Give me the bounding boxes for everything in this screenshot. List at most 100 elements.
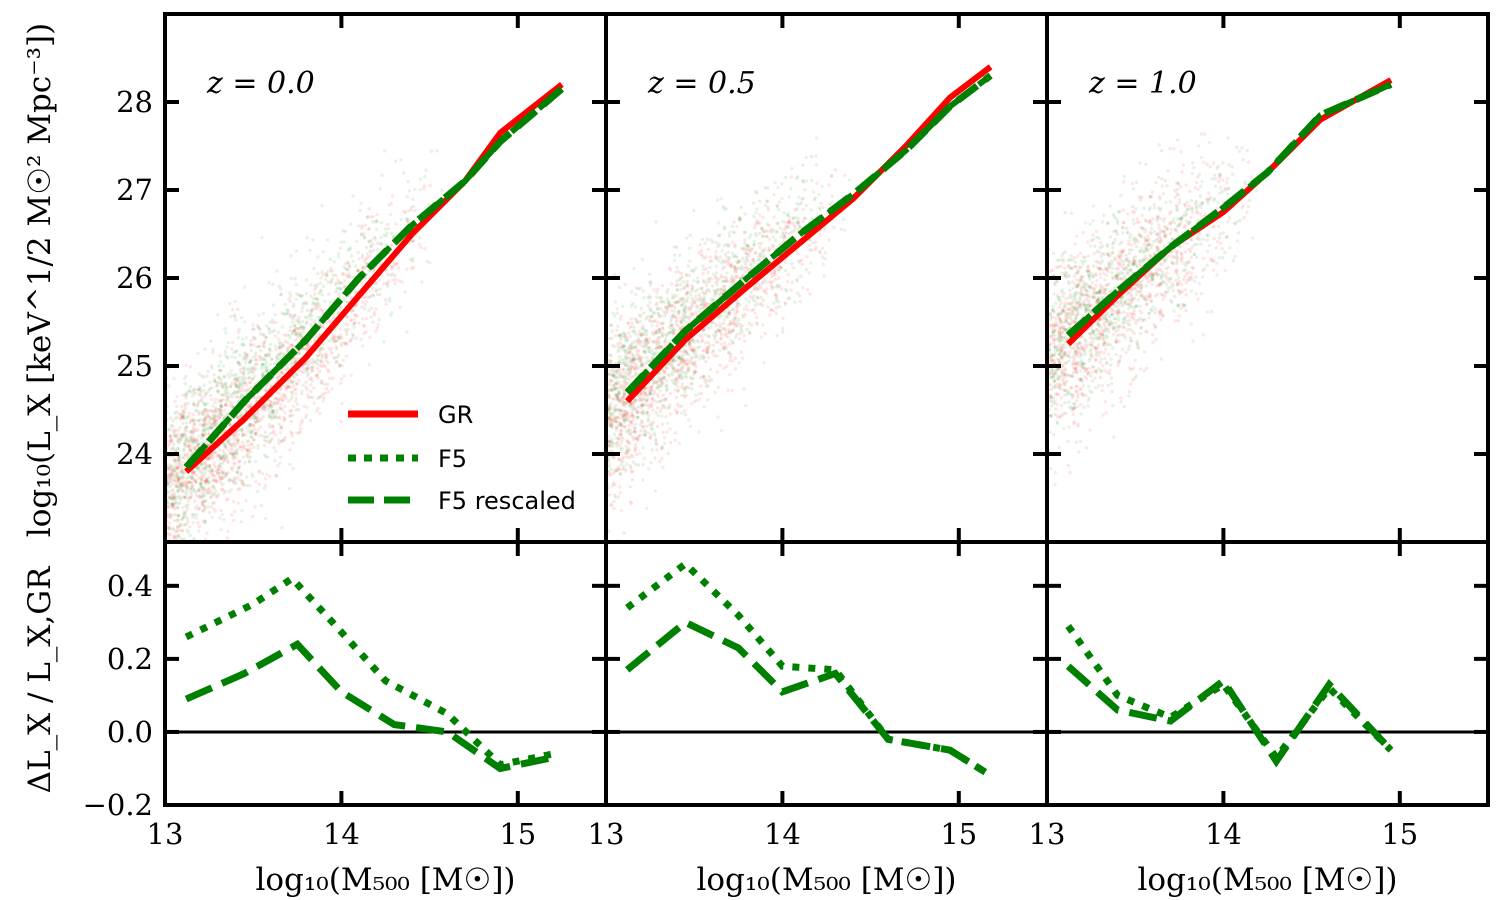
- scatter-point: [207, 464, 212, 469]
- scatter-point: [273, 458, 277, 463]
- scatter-point: [320, 356, 324, 360]
- scatter-point: [330, 387, 334, 391]
- scatter-point: [399, 158, 403, 162]
- scatter-point: [369, 250, 373, 255]
- scatter-point: [310, 365, 314, 369]
- scatter-point: [202, 422, 206, 427]
- scatter-point: [254, 420, 259, 424]
- scatter-point: [211, 479, 215, 483]
- scatter-point: [286, 385, 290, 390]
- scatter-point: [817, 249, 822, 254]
- scatter-point: [220, 476, 225, 481]
- scatter-point: [262, 406, 266, 410]
- scatter-point: [803, 216, 808, 221]
- scatter-point: [664, 306, 668, 310]
- scatter-point: [196, 388, 200, 392]
- scatter-point: [282, 438, 286, 442]
- scatter-point: [278, 344, 283, 349]
- scatter-point: [291, 413, 295, 417]
- scatter-point: [231, 479, 235, 483]
- scatter-point: [233, 356, 237, 360]
- scatter-point: [239, 473, 243, 477]
- scatter-point: [242, 373, 246, 377]
- scatter-point: [739, 328, 743, 332]
- scatter-point: [197, 372, 202, 376]
- scatter-point: [757, 199, 762, 204]
- scatter-point: [636, 438, 640, 443]
- scatter-point: [185, 485, 189, 490]
- scatter-point: [175, 437, 179, 441]
- scatter-point: [180, 435, 185, 439]
- scatter-point: [616, 342, 620, 346]
- scatter-point: [233, 451, 237, 456]
- scatter-point: [362, 331, 366, 336]
- scatter-point: [170, 505, 174, 509]
- scatter-point: [630, 360, 635, 364]
- scatter-point: [731, 319, 736, 323]
- scatter-point: [667, 266, 672, 270]
- scatter-point: [717, 277, 721, 281]
- scatter-point: [336, 335, 340, 339]
- scatter-point: [222, 441, 226, 446]
- scatter-point: [699, 302, 704, 306]
- scatter-point: [614, 495, 618, 499]
- scatter-point: [801, 163, 805, 167]
- scatter-point: [166, 483, 170, 487]
- scatter-point: [315, 362, 320, 366]
- scatter-point: [223, 475, 228, 479]
- scatter-point: [220, 457, 224, 461]
- scatter-point: [351, 322, 356, 327]
- scatter-point: [282, 395, 286, 399]
- scatter-point: [215, 479, 219, 483]
- scatter-point: [754, 315, 759, 320]
- scatter-point: [184, 396, 188, 400]
- scatter-point: [374, 227, 379, 232]
- scatter-point: [629, 420, 633, 424]
- scatter-point: [721, 279, 725, 283]
- scatter-point: [181, 517, 185, 521]
- scatter-point: [220, 476, 224, 481]
- scatter-point: [278, 455, 283, 459]
- scatter-point: [345, 268, 349, 272]
- scatter-point: [355, 314, 360, 318]
- scatter-point: [275, 269, 279, 273]
- scatter-point: [189, 385, 193, 389]
- scatter-point: [285, 341, 290, 345]
- scatter-point: [180, 477, 184, 481]
- scatter-point: [715, 323, 719, 328]
- scatter-point: [683, 305, 687, 309]
- scatter-point: [180, 488, 185, 493]
- scatter-point: [172, 432, 176, 436]
- scatter-point: [661, 377, 665, 381]
- scatter-point: [224, 385, 228, 389]
- scatter-point: [778, 226, 782, 230]
- scatter-point: [613, 300, 618, 304]
- scatter-point: [209, 364, 214, 368]
- scatter-point: [659, 377, 663, 381]
- scatter-point: [294, 396, 298, 401]
- scatter-point: [719, 342, 724, 346]
- scatter-point: [719, 429, 724, 433]
- scatter-point: [621, 401, 626, 405]
- scatter-point: [714, 264, 719, 268]
- scatter-point: [718, 233, 722, 237]
- scatter-point: [351, 308, 356, 312]
- scatter-point: [230, 468, 235, 472]
- scatter-point: [173, 479, 178, 484]
- scatter-point: [181, 416, 185, 420]
- scatter-point: [689, 268, 694, 272]
- scatter-point: [246, 439, 251, 443]
- scatter-point: [267, 439, 272, 443]
- scatter-point: [718, 328, 722, 333]
- scatter-point: [283, 312, 288, 317]
- scatter-point: [200, 396, 204, 401]
- scatter-point: [203, 499, 207, 503]
- scatter-point: [685, 236, 689, 240]
- scatter-point: [732, 220, 736, 224]
- scatter-point: [247, 459, 251, 463]
- scatter-point: [361, 323, 365, 327]
- scatter-point: [235, 376, 239, 381]
- scatter-point: [166, 526, 171, 530]
- scatter-point: [273, 415, 277, 419]
- scatter-point: [725, 278, 729, 283]
